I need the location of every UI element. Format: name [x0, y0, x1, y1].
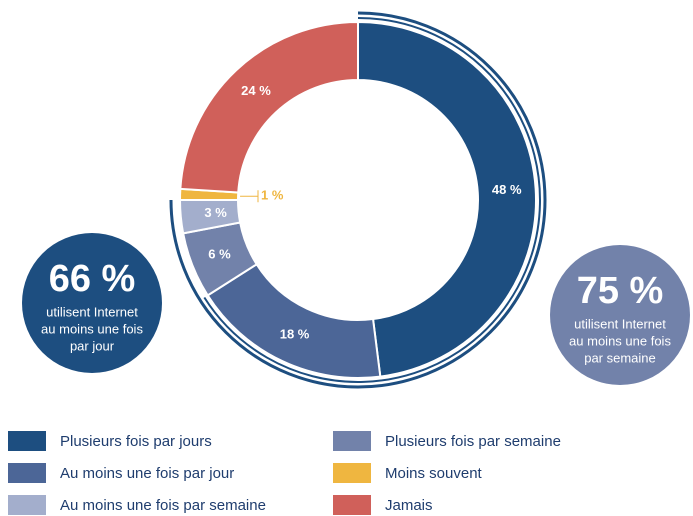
legend-swatch — [8, 431, 46, 451]
outline-arc — [169, 11, 547, 389]
callout-text: au moins une fois — [569, 333, 671, 348]
callout-text: utilisent Internet — [46, 304, 138, 319]
legend-swatch — [333, 463, 371, 483]
callout-text: par semaine — [584, 350, 656, 365]
legend-label: Plusieurs fois par semaine — [385, 433, 561, 450]
legend-label: Au moins une fois par jour — [60, 465, 234, 482]
slice-label: 6 % — [208, 246, 231, 261]
slice-label: 48 % — [492, 182, 522, 197]
slice — [179, 20, 359, 194]
slice — [206, 262, 382, 379]
slice-label: 18 % — [280, 326, 310, 341]
legend-swatch — [333, 495, 371, 515]
callout-value: 66 % — [49, 258, 136, 300]
callout-text: par jour — [70, 338, 115, 353]
legend-swatch — [8, 495, 46, 515]
slice-label: 3 % — [204, 205, 227, 220]
callout-circle — [22, 233, 162, 373]
slice — [357, 20, 537, 378]
slice-label: 24 % — [241, 83, 271, 98]
legend-label: Jamais — [385, 497, 433, 514]
callout-text: au moins une fois — [41, 321, 143, 336]
callout-circle — [550, 245, 690, 385]
legend-label: Plusieurs fois par jours — [60, 433, 212, 450]
legend-swatch — [333, 431, 371, 451]
callout-text: utilisent Internet — [574, 316, 666, 331]
slice-label: 1 % — [261, 188, 284, 203]
legend-label: Moins souvent — [385, 465, 483, 482]
legend-label: Au moins une fois par semaine — [60, 497, 266, 514]
legend-swatch — [8, 463, 46, 483]
callout-value: 75 % — [577, 270, 664, 312]
outline-arc — [203, 17, 541, 383]
